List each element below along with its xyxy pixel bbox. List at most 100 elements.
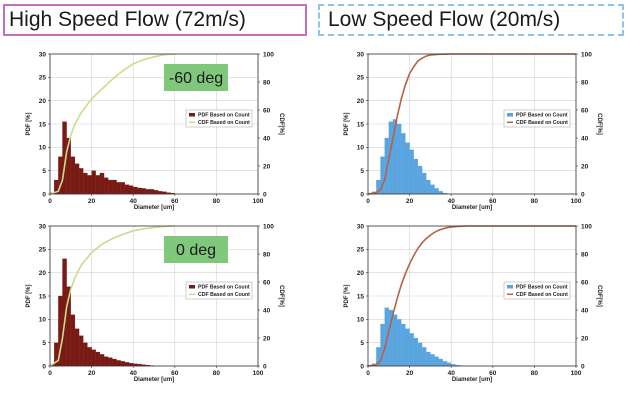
y-left-tick-label: 30 [357, 51, 365, 58]
x-tick-label: 60 [171, 370, 179, 377]
y-left-axis-label: PDF [%] [26, 113, 32, 136]
pdf-bar [108, 357, 113, 367]
x-tick-label: 20 [406, 370, 414, 377]
x-tick-label: 80 [213, 198, 221, 205]
pdf-bar [137, 187, 142, 195]
pdf-bar [91, 170, 96, 195]
legend-label-cdf: CDF Based on Count [516, 120, 568, 126]
y-left-axis-label: PDF [%] [344, 113, 350, 136]
pdf-bar [124, 362, 130, 367]
pdf-bar [124, 184, 130, 195]
y-left-tick-label: 0 [42, 363, 46, 370]
x-tick-label: 20 [406, 198, 414, 205]
y-left-tick-label: 15 [357, 293, 365, 300]
y-right-tick-label: 60 [263, 279, 271, 286]
pdf-bar [149, 189, 155, 195]
pdf-bar [421, 172, 427, 195]
pdf-bar [421, 347, 427, 367]
x-tick-label: 40 [448, 198, 456, 205]
pdf-bar [409, 333, 414, 367]
legend-label-cdf: CDF Based on Count [198, 120, 250, 126]
pdf-bar [426, 351, 431, 367]
y-right-tick-label: 0 [263, 191, 267, 198]
y-right-tick-label: 100 [581, 223, 592, 230]
x-tick-label: 20 [88, 370, 96, 377]
pdf-bar [133, 186, 138, 195]
chart-high-speed-minus-60-deg: 0 20 40 60 80 100051015202530020406080100Diam… [26, 51, 284, 211]
y-left-tick-label: 25 [39, 75, 47, 82]
pdf-bar [401, 323, 406, 367]
y-right-tick-label: 0 [263, 363, 267, 370]
y-left-tick-label: 10 [39, 145, 47, 152]
pdf-bar [438, 358, 443, 367]
pdf-bar [430, 354, 435, 367]
x-tick-label: 0 [48, 198, 52, 205]
angle-annotation-box [164, 236, 228, 263]
x-tick-label: 80 [531, 370, 539, 377]
pdf-bar [145, 189, 150, 195]
pdf-bar [392, 314, 398, 367]
legend-label-pdf: PDF Based on Count [516, 113, 568, 119]
pdf-bar [401, 133, 406, 195]
x-tick-label: 40 [130, 370, 138, 377]
pdf-bar [95, 351, 101, 367]
y-left-tick-label: 20 [39, 270, 47, 277]
y-left-tick-label: 30 [39, 51, 47, 58]
y-right-axis-label: CDF[%] [278, 113, 284, 135]
low-speed-flow-title: Low Speed Flow (20m/s) [318, 4, 624, 36]
legend-label-pdf: PDF Based on Count [198, 285, 250, 291]
legend-label-cdf: CDF Based on Count [198, 292, 250, 298]
y-right-tick-label: 20 [581, 335, 589, 342]
y-left-tick-label: 25 [357, 247, 365, 254]
y-right-tick-label: 40 [263, 307, 271, 314]
pdf-bar [413, 337, 419, 367]
pdf-bar [438, 191, 443, 195]
y-left-tick-label: 10 [39, 317, 47, 324]
pdf-bar [103, 356, 109, 367]
pdf-bar [434, 356, 439, 367]
x-tick-label: 0 [366, 198, 370, 205]
pdf-bar [158, 191, 163, 195]
pdf-bar [426, 179, 431, 195]
pdf-bar [112, 179, 117, 195]
cdf-line [49, 225, 175, 367]
x-tick-label: 20 [88, 198, 96, 205]
legend-box [503, 109, 571, 128]
y-right-tick-label: 80 [581, 79, 589, 86]
pdf-bar [141, 188, 146, 195]
x-tick-label: 0 [366, 370, 370, 377]
legend-label-pdf: PDF Based on Count [516, 285, 568, 291]
pdf-bar [120, 361, 125, 367]
pdf-bar [79, 335, 84, 367]
x-axis-label: Diameter [um] [452, 377, 492, 383]
high-speed-flow-title: High Speed Flow (72m/s) [3, 4, 307, 36]
legend-swatch-pdf [189, 113, 195, 117]
y-left-tick-label: 20 [357, 98, 365, 105]
pdf-bar [405, 142, 410, 195]
pdf-bar [128, 363, 134, 367]
y-right-tick-label: 0 [581, 363, 585, 370]
cdf-line [367, 225, 576, 367]
y-right-tick-label: 40 [581, 135, 589, 142]
legend-label-pdf: PDF Based on Count [198, 113, 250, 119]
pdf-bar [79, 168, 84, 195]
x-tick-label: 100 [253, 198, 264, 205]
y-left-axis-label: PDF [%] [26, 285, 32, 308]
y-right-tick-label: 100 [581, 51, 592, 58]
x-axis-label: Diameter [um] [134, 205, 174, 211]
y-left-tick-label: 0 [360, 191, 364, 198]
angle-annotation-label: 0 deg [176, 242, 216, 259]
legend-box [503, 281, 571, 300]
cdf-line [367, 53, 576, 195]
y-left-tick-label: 25 [39, 247, 47, 254]
pdf-bar [405, 328, 410, 367]
pdf-bar [112, 358, 117, 367]
y-right-tick-label: 40 [581, 307, 589, 314]
y-right-tick-label: 20 [263, 335, 271, 342]
chart-low-speed-bottom: 0 20 40 60 80 100051015202530020406080100Diam… [344, 223, 602, 383]
y-left-tick-label: 10 [357, 317, 365, 324]
pdf-bar [108, 179, 113, 195]
pdf-bar [83, 172, 88, 195]
pdf-bar [413, 158, 419, 195]
y-right-tick-label: 20 [263, 163, 271, 170]
